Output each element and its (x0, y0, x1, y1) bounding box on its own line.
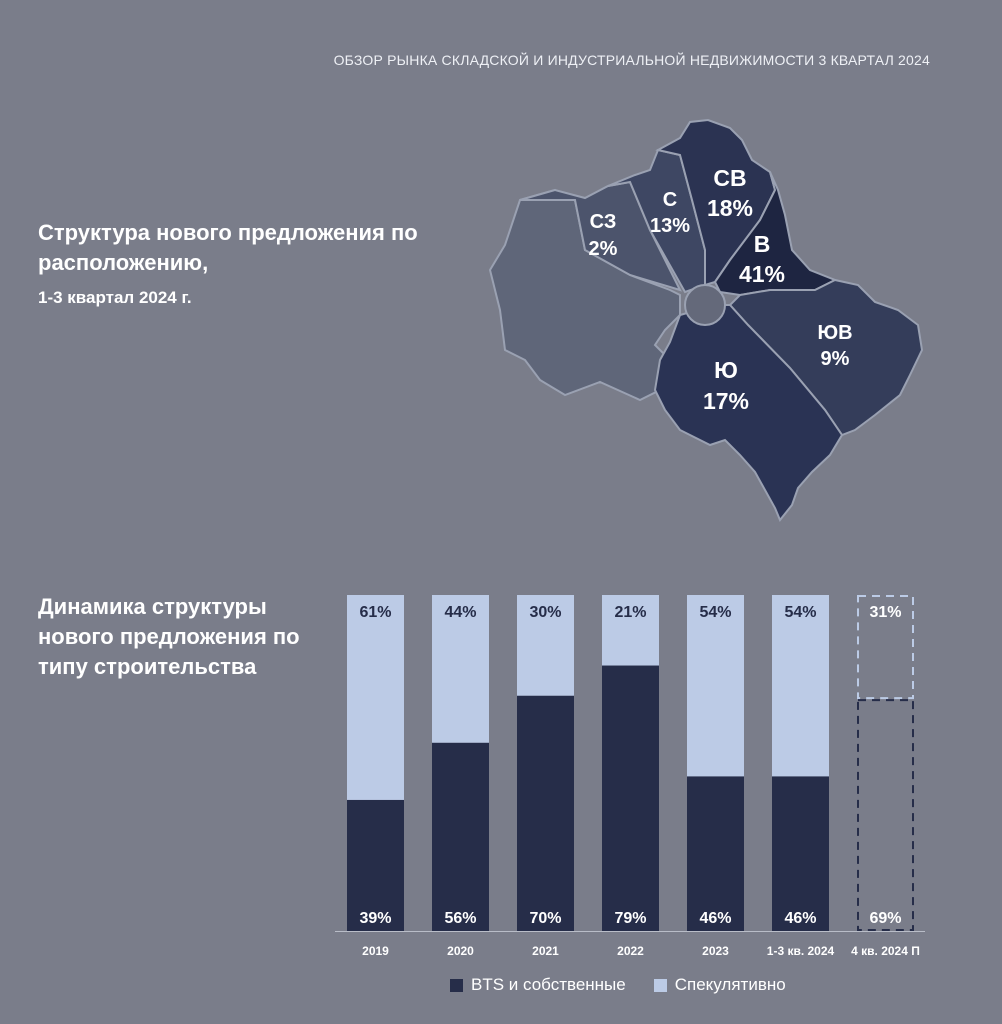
bar-spec-4 (687, 595, 744, 777)
region-label-ne: СВ (713, 165, 746, 191)
x-tick-label-3: 2022 (617, 944, 644, 958)
data-label-spec-6: 31% (869, 604, 901, 621)
region-share-e: 41% (739, 261, 785, 287)
region-label-se: ЮВ (817, 322, 852, 344)
region-label-nw: СЗ (590, 211, 617, 233)
legend-item-bts: BTS и собственные (450, 975, 626, 995)
chart-section-title: Динамика структуры нового предложения по… (38, 594, 300, 679)
moscow-city (684, 284, 726, 326)
region-s (653, 304, 844, 522)
bar-spec-3 (602, 595, 659, 666)
region-share-s: 17% (703, 388, 749, 414)
x-tick-label-2: 2021 (532, 944, 559, 958)
region-share-se: 9% (821, 348, 850, 370)
legend-swatch-bts (450, 978, 463, 992)
x-tick-label-1: 2020 (447, 944, 474, 958)
data-label-bts-3: 79% (614, 910, 646, 927)
report-header: ОБЗОР РЫНКА СКЛАДСКОЙ И ИНДУСТРИАЛЬНОЙ Н… (333, 52, 930, 68)
map-section-subtitle: 1-3 квартал 2024 г. (38, 288, 192, 307)
region-se (728, 278, 924, 437)
bar-bts-5 (772, 776, 829, 931)
x-tick-label-0: 2019 (362, 944, 389, 958)
bar-spec-forecast (857, 595, 914, 700)
x-tick-label-4: 2023 (702, 944, 729, 958)
data-label-spec-2: 30% (529, 604, 561, 621)
region-share-ne: 18% (707, 195, 753, 221)
bar-spec-0 (347, 595, 404, 800)
legend-label-spec: Спекулятивно (674, 975, 786, 994)
region-share-nw: 2% (589, 238, 618, 260)
data-label-spec-0: 61% (359, 604, 391, 621)
region-map: СЗ 2% С 13% СВ 18% В 41% ЮВ 9% Ю 17% (488, 118, 924, 522)
data-label-spec-4: 54% (699, 604, 731, 621)
legend-label-bts: BTS и собственные (471, 975, 626, 994)
x-tick-label-6: 4 кв. 2024 П (851, 944, 920, 958)
bar-spec-1 (432, 595, 489, 743)
x-tick-label-5: 1-3 кв. 2024 (767, 944, 835, 958)
bar-bts-3 (602, 665, 659, 931)
data-label-bts-4: 46% (699, 910, 731, 927)
map-section-title: Структура нового предложения по располож… (38, 220, 418, 275)
bar-bts-0 (347, 799, 404, 931)
data-label-spec-1: 44% (444, 604, 476, 621)
region-label-s: Ю (714, 357, 738, 383)
data-label-spec-3: 21% (614, 604, 646, 621)
legend-swatch-spec (653, 978, 667, 992)
bar-bts-1 (432, 742, 489, 931)
data-label-bts-6: 69% (869, 910, 901, 927)
data-label-bts-0: 39% (359, 910, 391, 927)
legend-item-spec: Спекулятивно (653, 975, 786, 995)
region-label-n: С (663, 189, 677, 211)
bar-bts-forecast (857, 699, 914, 931)
chart-legend: BTS и собственные Спекулятивно (450, 975, 786, 995)
data-label-bts-2: 70% (529, 910, 561, 927)
bar-bts-2 (517, 695, 574, 931)
bar-bts-4 (687, 776, 744, 931)
data-label-bts-1: 56% (444, 910, 476, 927)
data-label-spec-5: 54% (784, 604, 816, 621)
region-share-n: 13% (650, 215, 690, 237)
bar-spec-2 (517, 595, 574, 696)
bar-spec-5 (772, 595, 829, 777)
region-label-e: В (754, 231, 771, 257)
data-label-bts-5: 46% (784, 910, 816, 927)
